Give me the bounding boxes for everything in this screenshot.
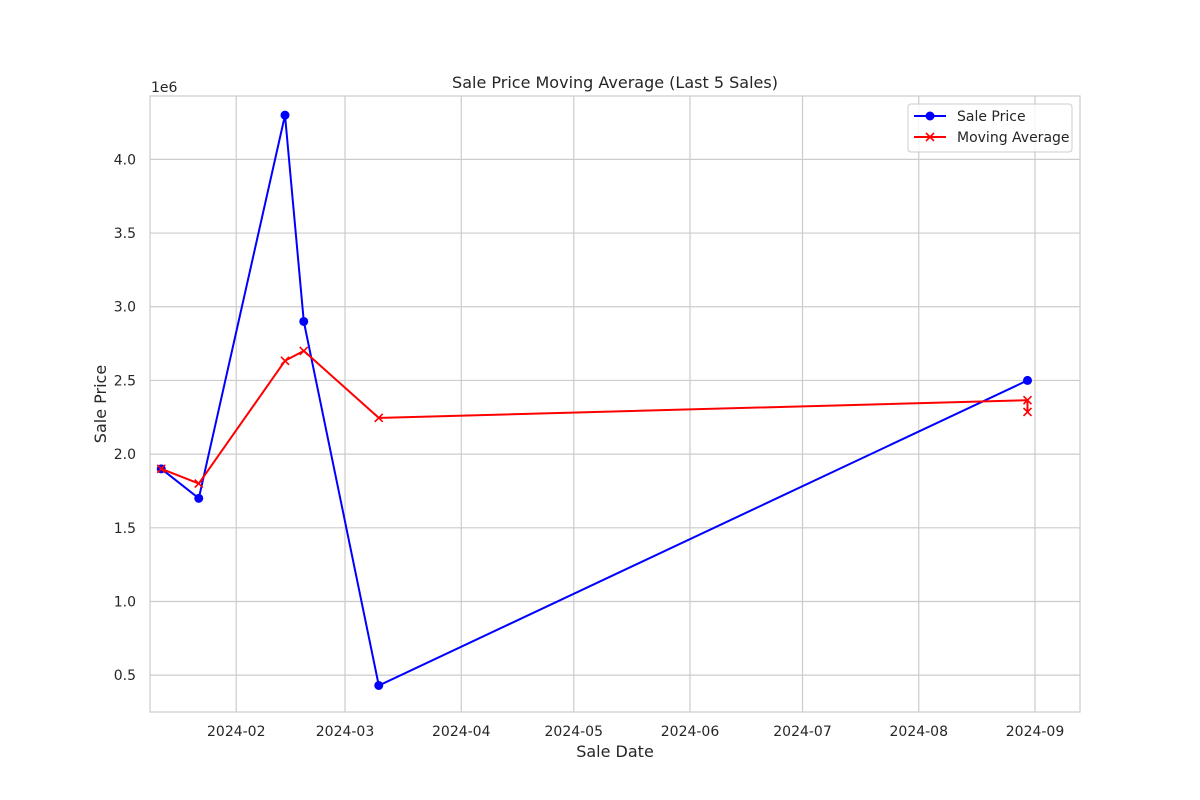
x-tick-label: 2024-03 xyxy=(316,724,375,740)
moving-average-point xyxy=(194,479,204,489)
sale-price-point xyxy=(374,680,384,690)
sale-price-point xyxy=(194,493,204,503)
x-tick-label: 2024-04 xyxy=(432,724,491,740)
y-tick-label: 2.0 xyxy=(114,447,136,463)
moving-average-point xyxy=(299,346,309,356)
legend-marker xyxy=(925,111,935,121)
y-tick-label: 4.0 xyxy=(114,152,136,168)
legend-item-moving-average: Moving Average xyxy=(914,130,1070,146)
y-offset-label: 1e6 xyxy=(151,80,178,96)
y-tick-label: 1.5 xyxy=(114,521,136,537)
moving-average-point xyxy=(156,464,166,474)
moving-average-point xyxy=(374,413,384,423)
moving-average-point xyxy=(1022,395,1033,405)
tick-labels: 2024-02 2024-03 2024-04 2024-05 2024-06 2024-… xyxy=(114,152,1065,740)
y-tick-label: 3.0 xyxy=(114,300,136,316)
legend-label: Moving Average xyxy=(957,130,1070,146)
legend-box xyxy=(907,103,1073,153)
legend-label: Sale Price xyxy=(957,109,1026,125)
x-tick-label: 2024-08 xyxy=(890,724,949,740)
x-tick-label: 2024-06 xyxy=(661,724,720,740)
moving-average-point xyxy=(1022,407,1033,417)
x-tick-label: 2024-05 xyxy=(545,724,604,740)
x-tick-label: 2024-07 xyxy=(773,724,832,740)
sale-price-point xyxy=(280,110,290,120)
sale-price-point xyxy=(1023,375,1032,385)
series-moving-average xyxy=(156,346,1033,489)
y-tick-label: 1.0 xyxy=(114,594,136,610)
sale-price-point xyxy=(299,316,309,326)
series-sale-price xyxy=(156,110,1032,690)
legend-marker xyxy=(925,132,935,142)
x-tick-label: 2024-09 xyxy=(1006,724,1065,740)
grid xyxy=(150,96,1080,712)
x-axis-label: Sale Date xyxy=(576,742,654,761)
y-tick-label: 3.5 xyxy=(114,226,136,242)
plot-frame xyxy=(149,95,1081,713)
y-tick-label: 2.5 xyxy=(114,373,136,389)
legend-item-sale-price: Sale Price xyxy=(914,109,1026,125)
y-tick-label: 0.5 xyxy=(114,668,136,684)
moving-average-line xyxy=(160,349,1029,485)
y-axis-label: Sale Price xyxy=(91,365,110,443)
legend: Sale Price Moving Average xyxy=(907,103,1073,153)
series-layer xyxy=(156,110,1033,690)
chart-title: Sale Price Moving Average (Last 5 Sales) xyxy=(452,73,778,92)
x-tick-label: 2024-02 xyxy=(207,724,266,740)
moving-average-point xyxy=(280,356,290,366)
sale-price-line xyxy=(160,114,1028,687)
